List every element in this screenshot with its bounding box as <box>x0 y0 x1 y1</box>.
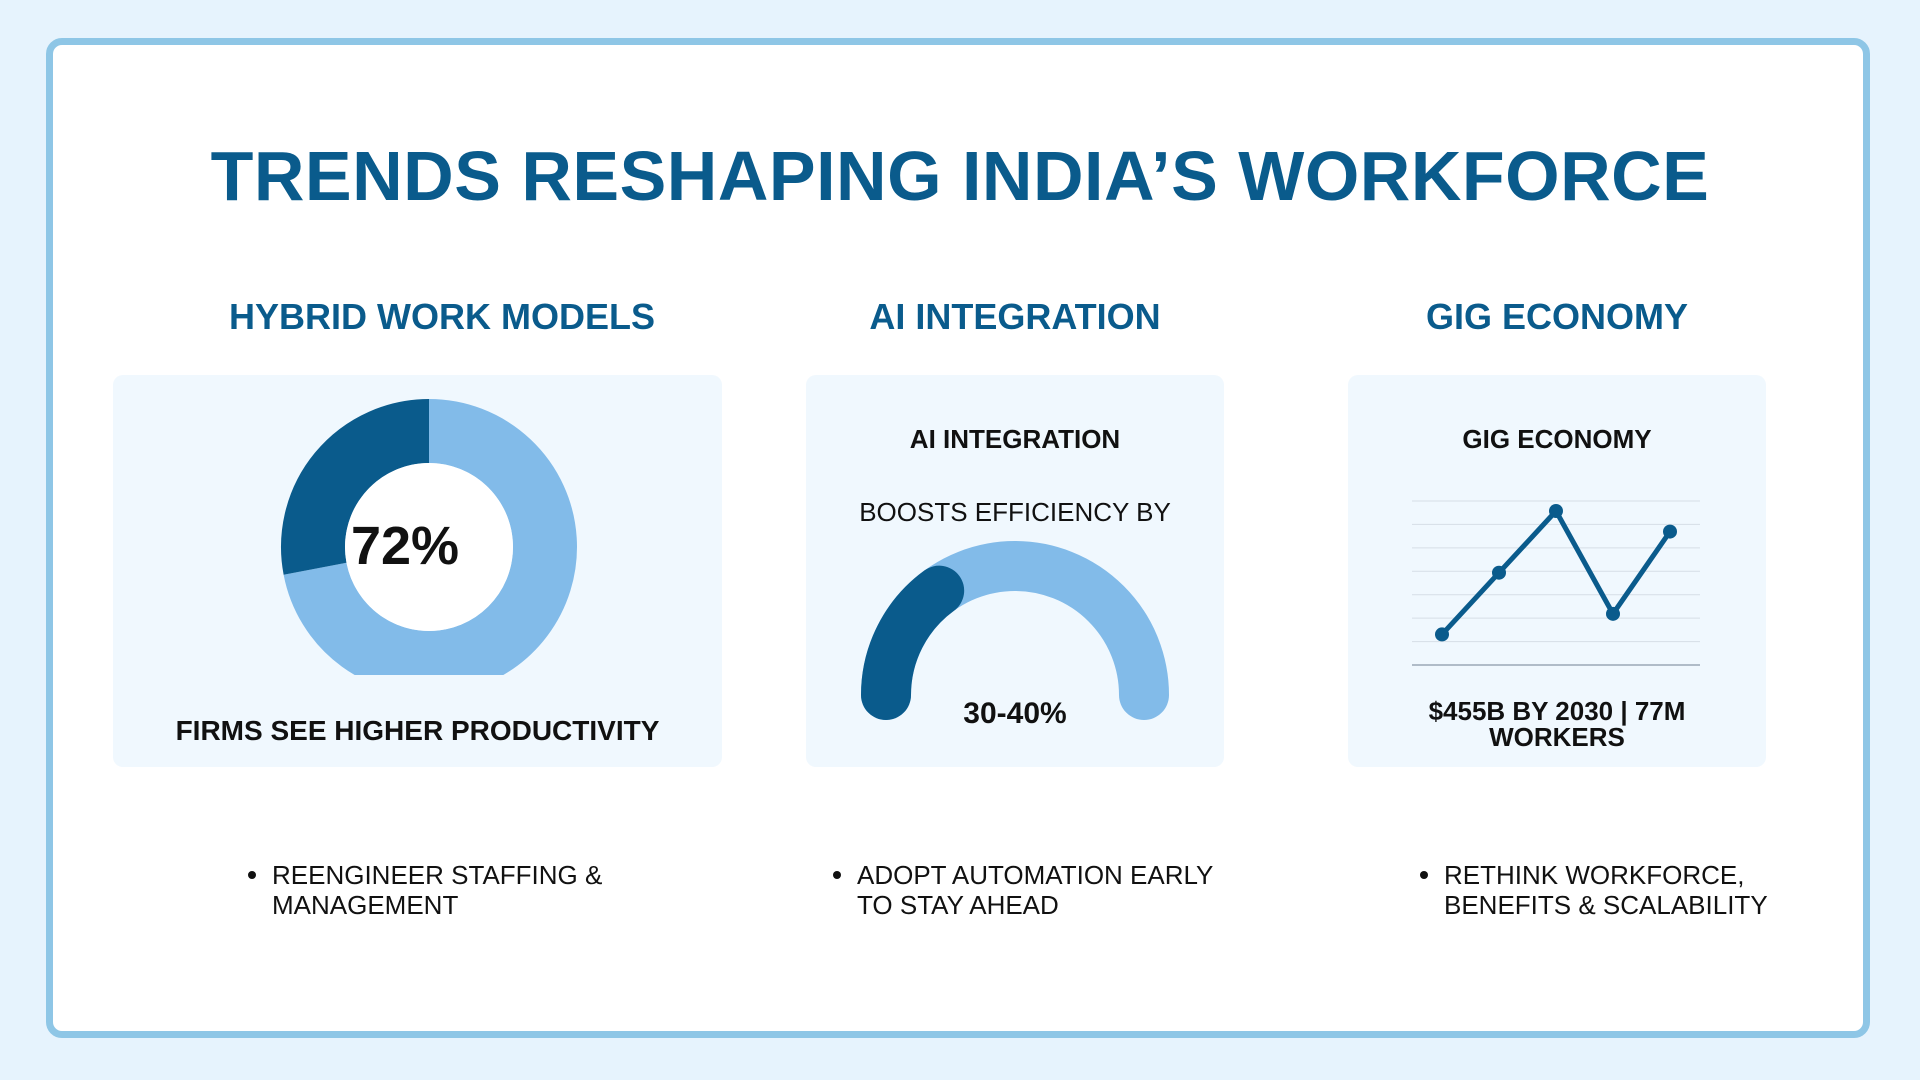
donut-slice-0 <box>283 399 577 675</box>
donut-hole <box>345 463 513 631</box>
ai-panel-subtitle: BOOSTS EFFICIENCY BY <box>859 497 1171 527</box>
bullet-dot-icon <box>1420 871 1428 879</box>
gig-economy-panel: GIG ECONOMY $455B BY 2030 | 77M WORKERS <box>1348 375 1766 767</box>
line-point-4 <box>1663 524 1677 539</box>
hybrid-work-caption: FIRMS SEE HIGHER PRODUCTIVITY <box>175 715 660 746</box>
ai-panel-title: AI INTEGRATION <box>909 424 1121 454</box>
gauge-value-arc <box>861 565 965 720</box>
gauge-value-label: 30-40% <box>963 697 1067 730</box>
line-series <box>1440 508 1673 637</box>
hybrid-work-panel: 72% FIRMS SEE HIGHER PRODUCTIVITY <box>113 375 722 767</box>
gauge-chart <box>861 541 1169 720</box>
line-point-0 <box>1435 627 1449 642</box>
gig-economy-bullet-text: RETHINK WORKFORCE, BENEFITS & SCALABILIT… <box>1444 860 1768 920</box>
hybrid-work-bullet-text: REENGINEER STAFFING & MANAGEMENT <box>272 860 603 920</box>
bullet-dot-icon <box>248 871 256 879</box>
hybrid-work-heading: HYBRID WORK MODELS <box>229 296 655 337</box>
ai-integration-heading: AI INTEGRATION <box>869 296 1161 337</box>
line-point-1 <box>1492 565 1506 580</box>
gig-panel-title: GIG ECONOMY <box>1462 424 1652 454</box>
page-title: TRENDS RESHAPING INDIA’S WORKFORCE <box>210 137 1710 215</box>
donut-chart <box>281 399 577 675</box>
gig-panel-caption: $455B BY 2030 | 77M WORKERS <box>1428 696 1686 752</box>
line-point-2 <box>1549 504 1563 518</box>
donut-slice-1 <box>281 399 431 575</box>
line-point-3 <box>1606 606 1620 621</box>
ai-integration-bullet-text: ADOPT AUTOMATION EARLY TO STAY AHEAD <box>857 860 1213 920</box>
line-chart <box>1412 500 1700 666</box>
bullet-dot-icon <box>833 871 841 879</box>
gig-economy-heading: GIG ECONOMY <box>1425 296 1689 337</box>
ai-integration-panel: AI INTEGRATION BOOSTS EFFICIENCY BY 30-4… <box>806 375 1224 767</box>
donut-center-label: 72% <box>350 516 460 576</box>
